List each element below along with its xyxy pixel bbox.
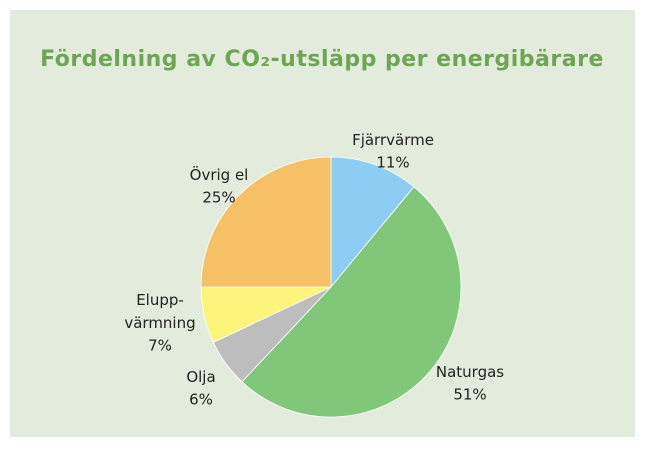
value-label: 25% [202,189,235,207]
pie-slice [330,156,415,289]
value-label: 51% [453,386,486,404]
pie-slice [241,186,462,418]
value-label: 11% [376,154,409,172]
value-label: 7% [148,337,172,355]
chart-title: Fördelning av CO₂-utsläpp per energibära… [40,47,604,72]
value-label: 6% [189,391,213,409]
slice-label: Olja [186,368,215,386]
slice-label: Elupp-värmning [124,291,195,332]
slice-label: Fjärrvärme [352,131,434,149]
slice-label: Övrig el [190,165,249,184]
slice-label: Naturgas [436,363,504,381]
pie-slice [200,156,332,288]
